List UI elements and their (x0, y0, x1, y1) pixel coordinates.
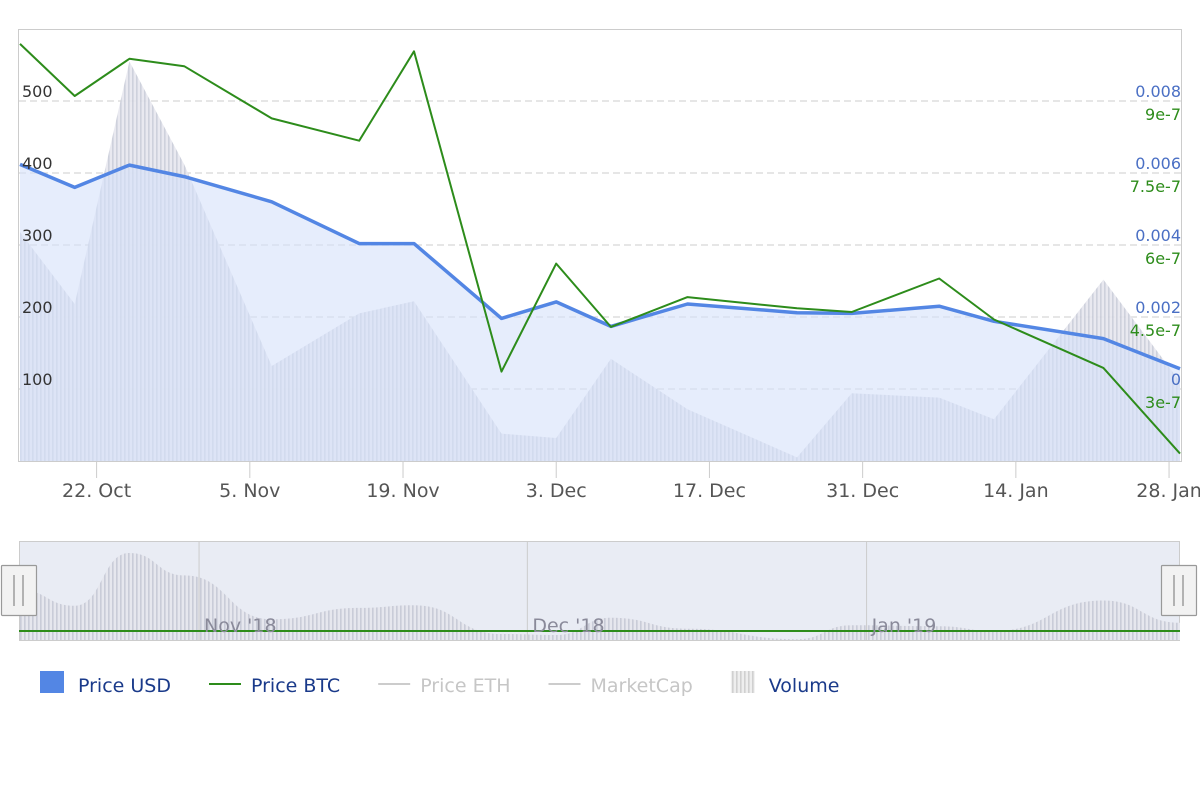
y-axis-usd-btc-ratio: 0 0.002 0.004 0.006 0.008 (1135, 82, 1181, 389)
navigator-right-handle[interactable] (1160, 564, 1198, 617)
price-btc-point (609, 325, 613, 329)
volume-point (127, 59, 131, 63)
price-usd-point (412, 242, 416, 246)
price-btc-point (500, 370, 504, 374)
legend-symbol (730, 671, 755, 693)
x-tick-label: 22. Oct (62, 480, 131, 502)
navigator-dividers (198, 541, 868, 640)
legend-label: Price BTC (251, 675, 340, 697)
x-tick-label: 19. Nov (366, 480, 439, 502)
price-btc-point (937, 277, 941, 281)
y-right-tick-label: 0.004 (1135, 226, 1181, 245)
price-usd-point (1101, 337, 1105, 341)
y-btc-tick-label: 6e-7 (1145, 249, 1181, 268)
price-usd-point (500, 316, 504, 320)
volume-point (412, 299, 416, 303)
y-btc-tick-label: 3e-7 (1145, 393, 1181, 412)
price-usd-point (937, 304, 941, 308)
navigator-left-handle[interactable] (0, 564, 38, 617)
price-btc-series-line (19, 43, 1181, 455)
y-tick-label: 300 (22, 226, 53, 245)
x-axis: 22. Oct 5. Nov 19. Nov 3. Dec 17. Dec 31. Dec… (19, 461, 1200, 502)
volume-point (73, 302, 77, 306)
x-tick-label: 14. Jan (983, 480, 1049, 502)
legend-label: Price ETH (420, 675, 510, 697)
price-btc-point (686, 295, 690, 299)
navigator[interactable]: Nov '18 Dec '18 Jan '19 (0, 541, 1198, 641)
y-tick-label: 400 (22, 154, 53, 173)
legend-item-volume[interactable]: Volume (730, 671, 840, 697)
price-usd-point (73, 185, 77, 189)
price-btc-point (992, 318, 996, 322)
x-tick-label: 28. Jan (1136, 480, 1200, 502)
volume-point (182, 162, 186, 166)
price-usd-point (795, 311, 799, 315)
legend-label: Price USD (78, 675, 171, 697)
y-btc-tick-label: 9e-7 (1145, 105, 1181, 124)
y-right-tick-label: 0.006 (1135, 154, 1181, 173)
legend-label: MarketCap (590, 675, 692, 697)
volume-point (357, 311, 361, 315)
price-btc-point (357, 139, 361, 143)
price-btc-point (270, 116, 274, 120)
price-btc-point (1178, 452, 1182, 456)
price-usd-point (182, 175, 186, 179)
volume-point (992, 417, 996, 421)
volume-point (795, 455, 799, 459)
price-usd-point (554, 300, 558, 304)
price-usd-series-area (20, 164, 1180, 461)
price-btc-point (795, 306, 799, 310)
navigator-label: Nov '18 (204, 615, 277, 637)
x-tick-label: 3. Dec (526, 480, 587, 502)
y-axis-usd: 100 200 300 400 500 (22, 82, 53, 389)
volume-point (500, 432, 504, 436)
volume-point (270, 364, 274, 368)
y-btc-tick-label: 4.5e-7 (1130, 321, 1181, 340)
y-right-tick-label: 0 (1171, 370, 1181, 389)
legend-item-price-usd[interactable]: Price USD (40, 671, 171, 697)
volume-point (937, 396, 941, 400)
price-btc-point (412, 49, 416, 53)
x-tick-label: 17. Dec (673, 480, 746, 502)
y-tick-label: 200 (22, 298, 53, 317)
price-btc-point (850, 310, 854, 314)
y-axis-btc: 3e-7 4.5e-7 6e-7 7.5e-7 9e-7 (1130, 105, 1181, 412)
legend-item-marketcap[interactable]: MarketCap (548, 675, 693, 697)
price-usd-point (127, 163, 131, 167)
x-tick-label: 5. Nov (219, 480, 280, 502)
y-right-tick-label: 0.008 (1135, 82, 1181, 101)
legend: Price USD Price BTC Price ETH MarketCap Volu… (40, 671, 839, 697)
legend-item-price-btc[interactable]: Price BTC (209, 675, 340, 697)
y-tick-label: 500 (22, 82, 53, 101)
price-usd-point (357, 242, 361, 246)
navigator-label: Jan '19 (871, 615, 937, 637)
price-usd-series-line (19, 162, 1181, 371)
volume-point (609, 357, 613, 361)
legend-label: Volume (769, 675, 840, 697)
y-btc-tick-label: 7.5e-7 (1130, 177, 1181, 196)
price-btc-point (1101, 366, 1105, 370)
volume-point (1101, 278, 1105, 282)
price-usd-point (270, 200, 274, 204)
x-tick-label: 31. Dec (826, 480, 899, 502)
legend-symbol (40, 671, 64, 693)
navigator-label: Dec '18 (532, 615, 604, 637)
y-right-tick-label: 0.002 (1135, 298, 1181, 317)
price-usd-point (686, 302, 690, 306)
volume-point (686, 407, 690, 411)
volume-point (850, 391, 854, 395)
price-btc-point (73, 94, 77, 98)
price-btc-point (182, 64, 186, 68)
navigator-labels: Nov '18 Dec '18 Jan '19 (204, 615, 936, 637)
y-tick-label: 100 (22, 370, 53, 389)
volume-point (554, 436, 558, 440)
navigator-volume-area (20, 553, 1180, 640)
price-btc-point (554, 262, 558, 266)
legend-item-price-eth[interactable]: Price ETH (378, 675, 510, 697)
